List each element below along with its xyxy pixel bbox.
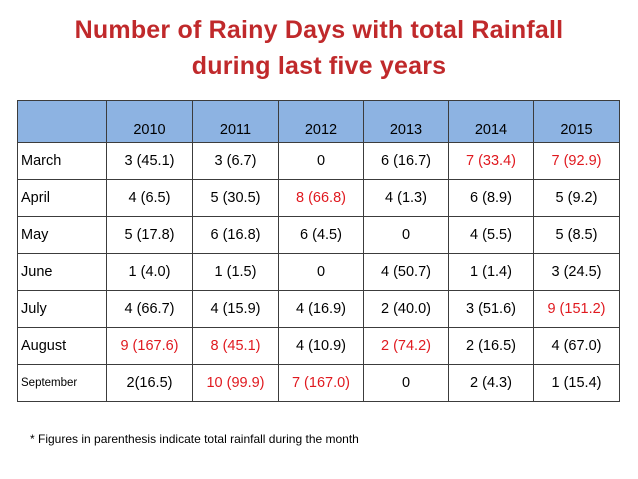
month-label: June [17,253,107,291]
table-cell: 7 (167.0) [278,364,364,402]
table-cell: 4 (66.7) [106,290,193,328]
month-label: May [17,216,107,254]
table-cell: 6 (4.5) [278,216,364,254]
table-cell: 4 (10.9) [278,327,364,365]
table-cell: 1 (4.0) [106,253,193,291]
year-header-2011: 2011 [192,100,279,143]
table-cell: 4 (67.0) [533,327,620,365]
year-header-2013: 2013 [363,100,449,143]
page-title: Number of Rainy Days with total Rainfall… [0,12,638,84]
table-cell: 7 (33.4) [448,142,534,180]
header-row: 2010 2011 2012 2013 2014 2015 [17,100,620,143]
table-cell: 4 (16.9) [278,290,364,328]
month-label: September [17,364,107,402]
table-cell: 3 (51.6) [448,290,534,328]
table-cell: 4 (6.5) [106,179,193,217]
table-row: September 2(16.5) 10 (99.9) 7 (167.0) 0 2 (4.… [17,364,620,402]
table-cell: 7 (92.9) [533,142,620,180]
table-row: April 4 (6.5) 5 (30.5) 8 (66.8) 4 (1.3) 6 (8.… [17,179,620,217]
table-cell: 3 (6.7) [192,142,279,180]
table-cell: 4 (15.9) [192,290,279,328]
table-body: March 3 (45.1) 3 (6.7) 0 6 (16.7) 7 (33.4) 7 (… [17,142,620,402]
table-cell: 8 (45.1) [192,327,279,365]
year-header-2015: 2015 [533,100,620,143]
table-cell: 6 (16.7) [363,142,449,180]
table-cell: 9 (151.2) [533,290,620,328]
table-cell: 9 (167.6) [106,327,193,365]
table-cell: 8 (66.8) [278,179,364,217]
month-label: July [17,290,107,328]
table-cell: 2 (40.0) [363,290,449,328]
rainfall-table: 2010 2011 2012 2013 2014 2015 March 3 (45.1) 3 … [17,100,620,402]
year-header-2010: 2010 [106,100,193,143]
table-row: July 4 (66.7) 4 (15.9) 4 (16.9) 2 (40.0) 3 (5… [17,290,620,328]
table-cell: 0 [278,253,364,291]
month-label: April [17,179,107,217]
table-cell: 6 (16.8) [192,216,279,254]
table-cell: 2(16.5) [106,364,193,402]
table-cell: 0 [363,364,449,402]
table-cell: 0 [278,142,364,180]
table-cell: 5 (8.5) [533,216,620,254]
table-row: March 3 (45.1) 3 (6.7) 0 6 (16.7) 7 (33.4) 7 (… [17,142,620,180]
header-corner-cell [17,100,107,143]
table-cell: 2 (74.2) [363,327,449,365]
month-label: March [17,142,107,180]
title-line-2: during last five years [191,52,447,80]
year-header-2014: 2014 [448,100,534,143]
table-cell: 5 (9.2) [533,179,620,217]
title-line-1: Number of Rainy Days with total Rainfall [74,16,564,44]
table-cell: 2 (16.5) [448,327,534,365]
table-cell: 5 (30.5) [192,179,279,217]
footnote: * Figures in parenthesis indicate total … [30,432,359,446]
table-row: August 9 (167.6) 8 (45.1) 4 (10.9) 2 (74.2) 2… [17,327,620,365]
table-cell: 6 (8.9) [448,179,534,217]
table-cell: 3 (45.1) [106,142,193,180]
table-row: May 5 (17.8) 6 (16.8) 6 (4.5) 0 4 (5.5) 5 (8.5… [17,216,620,254]
table-cell: 0 [363,216,449,254]
year-header-2012: 2012 [278,100,364,143]
table-row: June 1 (4.0) 1 (1.5) 0 4 (50.7) 1 (1.4) 3 (24.… [17,253,620,291]
table-cell: 3 (24.5) [533,253,620,291]
table-cell: 2 (4.3) [448,364,534,402]
table-cell: 4 (50.7) [363,253,449,291]
table-cell: 4 (1.3) [363,179,449,217]
table-cell: 1 (1.5) [192,253,279,291]
table-cell: 4 (5.5) [448,216,534,254]
table-cell: 10 (99.9) [192,364,279,402]
table-cell: 1 (15.4) [533,364,620,402]
table-cell: 1 (1.4) [448,253,534,291]
month-label: August [17,327,107,365]
table-cell: 5 (17.8) [106,216,193,254]
